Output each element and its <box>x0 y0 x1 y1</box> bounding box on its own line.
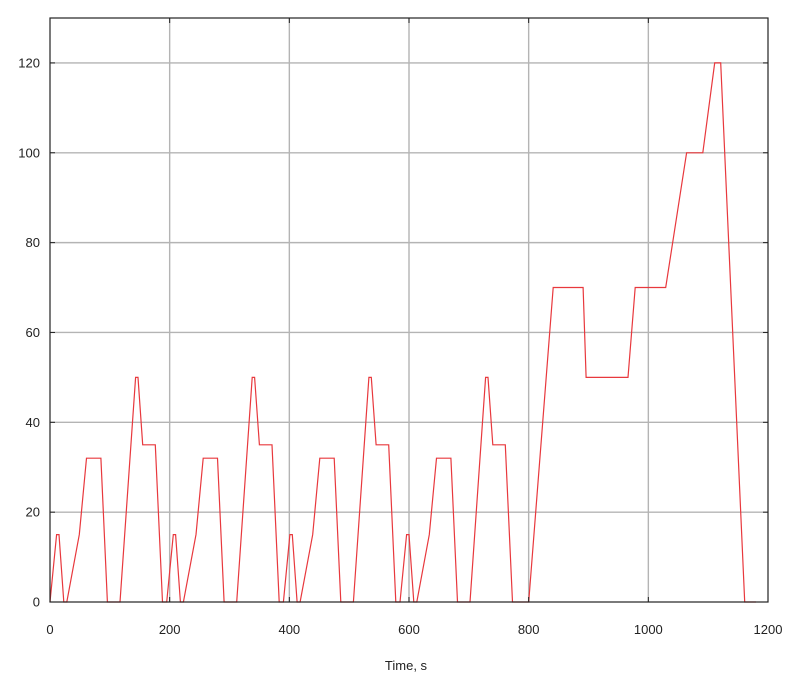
y-tick-label: 80 <box>26 235 40 250</box>
x-tick-label: 600 <box>398 622 420 637</box>
y-tick-label: 120 <box>18 55 40 70</box>
x-axis-title: Time, s <box>385 658 428 673</box>
x-tick-label: 1000 <box>634 622 663 637</box>
y-tick-label: 60 <box>26 325 40 340</box>
y-tick-labels: 0 20 40 60 80 100 120 <box>18 55 40 609</box>
tick-marks <box>49 18 769 603</box>
x-tick-label: 1200 <box>754 622 783 637</box>
y-tick-label: 0 <box>33 595 40 610</box>
y-tick-label: 20 <box>26 505 40 520</box>
grid <box>50 18 768 602</box>
y-tick-label: 40 <box>26 415 40 430</box>
x-tick-label: 200 <box>159 622 181 637</box>
x-tick-label: 0 <box>46 622 53 637</box>
x-tick-labels: 0 200 400 600 800 1000 1200 <box>46 622 782 637</box>
series-layer <box>49 62 756 603</box>
y-tick-label: 100 <box>18 145 40 160</box>
x-tick-label: 400 <box>278 622 300 637</box>
x-tick-label: 800 <box>518 622 540 637</box>
series-line <box>49 62 756 603</box>
